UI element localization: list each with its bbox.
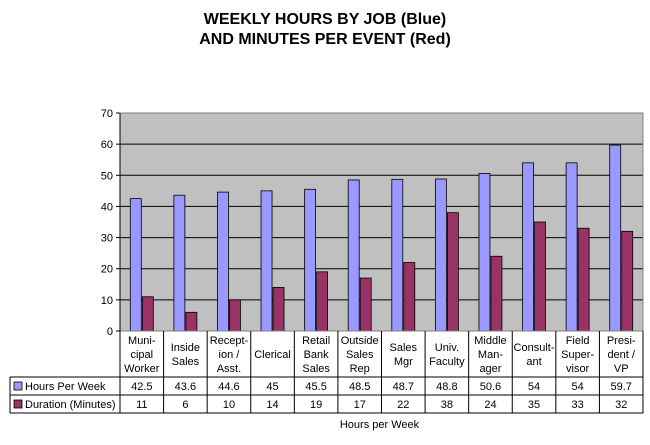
bar-hours-per-week (434, 178, 447, 332)
x-category-label: Field (566, 335, 590, 347)
x-category-label: Rep (350, 363, 370, 375)
y-tick-label: 20 (101, 264, 113, 276)
x-category-label: Recept- (210, 335, 249, 347)
bar-duration-minutes (403, 262, 416, 332)
data-table-value: 45 (266, 381, 278, 393)
data-table-value: 42.5 (131, 381, 152, 393)
x-category-label: Presi- (607, 335, 636, 347)
x-category-label: Univ. (435, 342, 459, 354)
bar-hours-per-week (609, 144, 622, 332)
bar-hours-per-week (260, 190, 273, 332)
data-table-value: 54 (572, 381, 584, 393)
bar-duration-minutes (577, 227, 590, 332)
data-table-value: 14 (266, 399, 278, 411)
y-tick-label: 0 (107, 326, 113, 338)
data-table-value: 22 (397, 399, 409, 411)
x-category-label: Asst. (217, 363, 241, 375)
x-category-label: Sales (390, 342, 418, 354)
data-table-value: 50.6 (480, 381, 501, 393)
x-category-label: cipal (130, 349, 153, 361)
bar-hours-per-week (478, 173, 491, 332)
x-category-label: Middle (474, 335, 506, 347)
data-table-value: 32 (615, 399, 627, 411)
bar-duration-minutes (141, 296, 154, 332)
data-table-value: 19 (310, 399, 322, 411)
legend-label-duration: Duration (Minutes) (25, 399, 115, 411)
x-category-label: VP (614, 363, 629, 375)
x-axis-label: Hours per Week (340, 419, 420, 431)
x-category-label: dent / (607, 349, 635, 361)
y-tick-label: 70 (101, 108, 113, 120)
data-table-value: 6 (182, 399, 188, 411)
legend-label-hours: Hours Per Week (25, 381, 106, 393)
bar-hours-per-week (565, 162, 578, 332)
x-category-label: visor (566, 363, 590, 375)
data-table-value: 38 (441, 399, 453, 411)
x-category-label: Inside (171, 342, 200, 354)
y-tick-label: 50 (101, 170, 113, 182)
y-tick-label: 30 (101, 233, 113, 245)
legend-key-hours (13, 381, 23, 391)
bar-hours-per-week (522, 162, 534, 332)
x-category-label: Consult- (514, 342, 555, 354)
bar-duration-minutes (185, 311, 198, 332)
data-table-value: 11 (136, 399, 147, 411)
data-table-value: 33 (572, 399, 584, 411)
x-category-label: ant (526, 356, 541, 368)
data-table-value: 44.6 (218, 381, 239, 393)
data-table-value: 43.6 (175, 381, 196, 393)
data-table-value: 48.5 (349, 381, 370, 393)
data-table-value: 45.5 (305, 381, 326, 393)
data-table-value: 17 (354, 399, 366, 411)
chart-title-line-1: WEEKLY HOURS BY JOB (Blue) (203, 11, 447, 28)
bar-hours-per-week (304, 188, 317, 332)
x-category-label: Super- (561, 349, 594, 361)
x-category-label: Retail (302, 335, 330, 347)
chart-title: WEEKLY HOURS BY JOB (Blue) AND MINUTES P… (0, 10, 650, 50)
chart-title-line-2: AND MINUTES PER EVENT (Red) (199, 31, 451, 48)
data-table-value: 48.8 (436, 381, 457, 393)
bar-duration-minutes (621, 230, 634, 332)
data-table-value: 59.7 (610, 381, 631, 393)
x-category-label: Sales (172, 356, 200, 368)
x-category-label: Muni- (128, 335, 156, 347)
x-category-label: Outside (341, 335, 379, 347)
data-table-value: 10 (223, 399, 235, 411)
x-category-label: ager (479, 363, 501, 375)
bar-duration-minutes (446, 212, 459, 332)
y-tick-label: 40 (101, 201, 113, 213)
x-category-label: Worker (124, 363, 160, 375)
bar-duration-minutes (359, 277, 372, 332)
x-category-label: Man- (478, 349, 503, 361)
x-category-label: Sales (302, 363, 330, 375)
data-table-value: 24 (484, 399, 496, 411)
plot-area (120, 113, 643, 331)
bar-duration-minutes (534, 221, 546, 332)
bar-hours-per-week (217, 191, 229, 332)
bar-duration-minutes (229, 299, 241, 332)
data-table-value: 48.7 (393, 381, 414, 393)
bar-hours-per-week (129, 198, 142, 332)
bar-hours-per-week (173, 194, 186, 332)
x-category-label: Mgr (394, 356, 413, 368)
x-category-label: Sales (346, 349, 374, 361)
x-category-label: Bank (304, 349, 330, 361)
data-table-value: 54 (528, 381, 540, 393)
bar-duration-minutes (316, 271, 329, 332)
x-category-label: Clerical (254, 349, 291, 361)
legend-key-duration (13, 399, 23, 409)
y-tick-label: 60 (101, 139, 113, 151)
bar-hours-per-week (347, 179, 360, 332)
bar-hours-per-week (391, 178, 404, 332)
y-tick-label: 10 (101, 295, 113, 307)
bar-duration-minutes (490, 255, 503, 332)
x-category-label: ion / (219, 349, 241, 361)
bar-duration-minutes (272, 286, 285, 332)
x-category-label: Faculty (429, 356, 465, 368)
data-table-value: 35 (528, 399, 540, 411)
